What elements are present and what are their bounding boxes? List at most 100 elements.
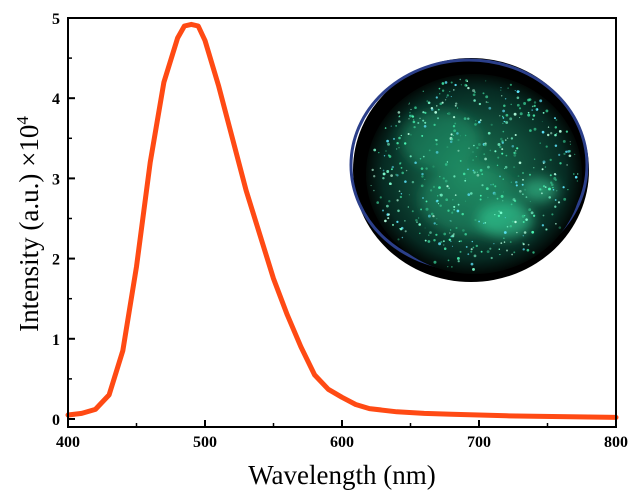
inset-speckle (460, 84, 462, 86)
inset-speckle (471, 240, 474, 243)
inset-speckle (442, 177, 445, 180)
inset-speckle (550, 183, 554, 187)
inset-speckle (464, 232, 467, 236)
inset-speckle (419, 117, 421, 119)
inset-speckle (541, 168, 544, 171)
inset-speckle (473, 99, 476, 102)
inset-speckle (424, 227, 426, 229)
inset-speckle (424, 121, 427, 124)
inset-speckle (449, 232, 451, 234)
inset-speckle (484, 142, 487, 145)
inset-speckle (431, 108, 434, 111)
inset-speckle (503, 241, 506, 243)
inset-speckle (558, 226, 562, 229)
inset-speckle (399, 163, 401, 165)
inset-speckle (400, 193, 403, 195)
inset-speckle (479, 119, 482, 122)
inset-speckle (514, 133, 517, 137)
inset-speckle (391, 165, 394, 169)
inset-speckle (439, 193, 443, 197)
inset-speckle (421, 172, 424, 176)
inset-speckle (449, 229, 452, 231)
inset-speckle (387, 142, 390, 146)
inset-speckle (473, 254, 477, 258)
inset-speckle (519, 112, 523, 116)
inset-speckle (518, 189, 522, 193)
inset-speckle (502, 122, 504, 124)
inset-speckle (434, 111, 438, 114)
inset-speckle (554, 205, 557, 208)
inset-speckle (501, 115, 504, 118)
inset-speckle (459, 159, 462, 162)
inset-speckle (532, 214, 536, 217)
inset-speckle (445, 198, 449, 202)
inset-speckle (544, 186, 547, 188)
inset-speckle (450, 133, 453, 136)
inset-speckle (437, 203, 440, 205)
inset-speckle (562, 139, 566, 143)
inset-speckle (455, 102, 458, 105)
inset-speckle (400, 134, 402, 137)
inset-speckle (425, 207, 429, 211)
inset-speckle (447, 209, 450, 212)
inset-speckle (449, 220, 451, 222)
inset-speckle (432, 165, 435, 168)
x-tick-label: 800 (604, 434, 628, 451)
inset-speckle (422, 197, 424, 199)
inset-speckle (373, 189, 375, 192)
inset-speckle (557, 201, 561, 204)
inset-speckle (530, 211, 534, 215)
inset-speckle (500, 89, 502, 91)
inset-speckle (397, 209, 400, 213)
inset-speckle (475, 120, 477, 122)
inset-speckle (504, 165, 508, 169)
inset-speckle (479, 168, 483, 172)
inset-speckle (422, 119, 425, 122)
inset-speckle (443, 247, 447, 250)
inset-speckle (401, 236, 404, 239)
x-axis-title: Wavelength (nm) (248, 460, 436, 490)
x-tick-label: 500 (193, 434, 217, 451)
inset-speckle (429, 189, 433, 192)
inset-speckle (468, 147, 470, 149)
inset-speckle (398, 136, 401, 140)
inset-speckle (437, 108, 440, 111)
inset-speckle (504, 98, 507, 100)
inset-speckle (482, 92, 485, 95)
inset-speckle (505, 154, 508, 157)
inset-speckle (438, 186, 441, 189)
inset-speckle (501, 148, 504, 151)
inset-speckle (457, 138, 460, 142)
inset-speckle (404, 230, 407, 233)
inset-speckle (518, 161, 522, 165)
inset-speckle (376, 201, 380, 204)
inset-speckle (552, 186, 554, 189)
inset-speckle (527, 113, 531, 117)
inset-speckle (439, 102, 443, 106)
inset-speckle (409, 114, 411, 116)
inset-speckle (554, 126, 558, 129)
inset-speckle (547, 126, 550, 128)
inset-speckle (518, 90, 520, 93)
inset-speckle (514, 220, 517, 224)
inset-speckle (451, 245, 454, 247)
inset-speckle (542, 214, 545, 217)
inset-speckle (554, 178, 557, 181)
inset-speckle (558, 130, 562, 133)
inset-speckle (532, 114, 536, 117)
inset-speckle (427, 101, 431, 105)
inset-speckle (474, 218, 477, 222)
inset-speckle (475, 244, 478, 248)
inset-speckle (505, 249, 509, 252)
inset-speckle (464, 134, 467, 137)
inset-speckle (396, 220, 399, 224)
inset-speckle (478, 220, 480, 223)
inset-speckle (436, 105, 438, 107)
inset-speckle (419, 158, 422, 160)
inset-speckle (541, 224, 545, 227)
inset-speckle (453, 208, 456, 211)
inset-speckle (479, 194, 482, 197)
inset-speckle (521, 171, 525, 175)
inset-speckle (434, 138, 437, 141)
inset-speckle (513, 166, 516, 169)
